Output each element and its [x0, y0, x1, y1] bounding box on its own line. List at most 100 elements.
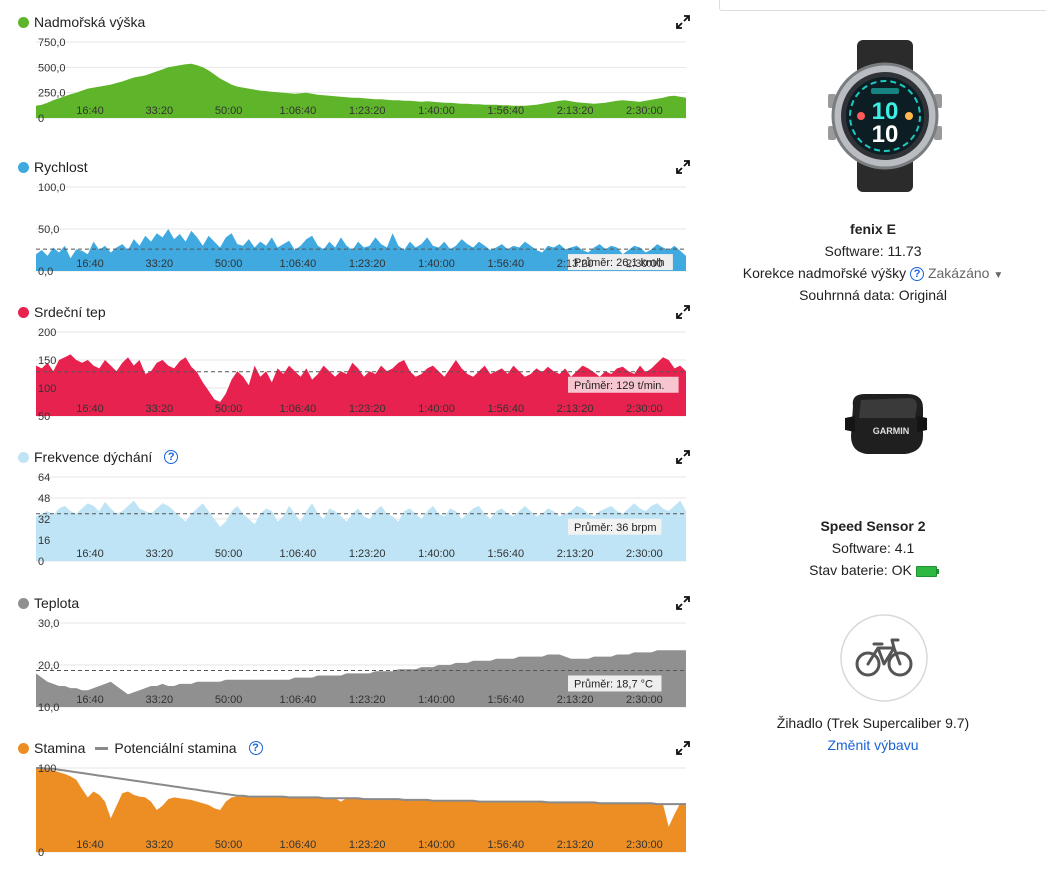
- help-icon[interactable]: ?: [248, 741, 263, 755]
- x-tick-label: 1:23:20: [349, 839, 386, 851]
- x-tick-label: 50:00: [215, 105, 243, 117]
- expand-icon[interactable]: [676, 160, 690, 174]
- x-tick-label: 1:06:40: [280, 839, 317, 851]
- expand-icon[interactable]: [676, 15, 690, 29]
- y-tick-label: 0: [38, 113, 44, 125]
- average-label-bg: [568, 254, 673, 271]
- x-tick-label: 1:06:40: [280, 403, 317, 415]
- x-tick-label: 2:30:00: [626, 548, 663, 560]
- x-tick-label: 1:06:40: [280, 258, 317, 270]
- battery-status: Stav baterie: OK: [700, 559, 1046, 581]
- chart-temperature: Teplota Průměr: 18,7 °C 30,0 20,0 10,0 16:40…: [0, 593, 700, 714]
- average-label-bg: [568, 675, 662, 692]
- elevation-correction-value: Zakázáno: [927, 265, 990, 281]
- x-tick-label: 1:40:00: [418, 105, 455, 117]
- x-tick-label: 1:56:40: [487, 839, 524, 851]
- x-tick-label: 33:20: [146, 258, 174, 270]
- chart-title-text: Teplota: [34, 595, 80, 611]
- watch-image: 10 10: [828, 40, 942, 192]
- device-software: Software: 11.73: [824, 243, 922, 259]
- chart-title-respiration: Frekvence dýchání ?: [18, 447, 179, 467]
- y-tick-label: 50,0: [38, 224, 59, 236]
- x-tick-label: 16:40: [76, 694, 104, 706]
- expand-icon[interactable]: [676, 305, 690, 319]
- chart-plot-temp: Průměr: 18,7 °C 30,0 20,0 10,0 16:40 33:20 50:…: [36, 618, 686, 714]
- y-tick-label: 0,0: [38, 266, 53, 278]
- x-tick-label: 50:00: [215, 548, 243, 560]
- chart-plot-speed: Průměr: 26,1 km/h 100,0 50,0 0,0 16:40 33:20 5…: [36, 182, 686, 278]
- series-dot-icon: [18, 597, 29, 609]
- y-tick-label: 30,0: [38, 618, 59, 630]
- x-tick-label: 1:23:20: [349, 403, 386, 415]
- change-gear-link[interactable]: Změnit výbavu: [827, 737, 919, 753]
- elevation-correction: Korekce nadmořské výšky ? Zakázáno ▼: [700, 262, 1046, 284]
- x-tick-label: 50:00: [215, 839, 243, 851]
- elevation-correction-select[interactable]: Zakázáno ▼: [928, 265, 1003, 281]
- bike-name: Žihadlo (Trek Supercaliber 9.7): [776, 715, 970, 731]
- chart-plot-stamina: 100 0 16:40 33:20 50:00 1:06:40 1:23:20 1:40:00…: [36, 763, 686, 859]
- y-tick-label: 10,0: [38, 702, 59, 714]
- devices-panel: 10 10 fenix E Software: 11.73 Korekce na…: [700, 0, 1046, 871]
- average-label: Průměr: 129 t/min.: [574, 380, 664, 392]
- device-speed-sensor: Speed Sensor 2 Software: 4.1 Stav bateri…: [700, 515, 1046, 581]
- y-tick-label: 100,0: [38, 182, 66, 194]
- top-card-edge: [719, 0, 1046, 11]
- expand-icon[interactable]: [676, 596, 690, 610]
- chart-title-text: Frekvence dýchání: [34, 449, 153, 465]
- chart-title-stamina: Stamina Potenciální stamina ?: [18, 738, 263, 758]
- help-icon[interactable]: ?: [164, 450, 179, 464]
- y-tick-label: 150: [38, 355, 56, 367]
- x-tick-label: 2:30:00: [626, 105, 663, 117]
- series-dot-icon: [18, 451, 29, 463]
- x-tick-label: 1:56:40: [487, 694, 524, 706]
- series-area-resp: [36, 500, 686, 561]
- x-tick-label: 1:06:40: [280, 548, 317, 560]
- x-tick-label: 1:23:20: [349, 258, 386, 270]
- x-tick-label: 2:30:00: [626, 839, 663, 851]
- series-area-stamina: [36, 768, 686, 852]
- x-tick-label: 1:23:20: [349, 105, 386, 117]
- chart-plot-hr: Průměr: 129 t/min. 200 150 100 50 16:40 33:20 5…: [36, 327, 686, 423]
- x-tick-label: 2:30:00: [626, 694, 663, 706]
- chart-title-text: Stamina: [34, 740, 86, 756]
- x-tick-label: 16:40: [76, 548, 104, 560]
- x-tick-label: 50:00: [215, 258, 243, 270]
- x-tick-label: 1:06:40: [280, 694, 317, 706]
- chevron-down-icon: ▼: [993, 270, 1004, 281]
- x-tick-label: 50:00: [215, 694, 243, 706]
- chart-title-temperature: Teplota: [18, 593, 79, 613]
- chart-title-speed: Rychlost: [18, 157, 88, 177]
- chart-title-heart-rate: Srdeční tep: [18, 302, 106, 322]
- x-tick-label: 1:40:00: [418, 258, 455, 270]
- chart-speed: Rychlost Průměr: 26,1 km/h 100,0 50,0 0,0 16…: [0, 157, 700, 278]
- device-watch: fenix E Software: 11.73 Korekce nadmořsk…: [700, 218, 1046, 306]
- elevation-correction-label: Korekce nadmořské výšky: [742, 265, 907, 281]
- bike-icon: [840, 614, 928, 702]
- x-tick-label: 33:20: [146, 839, 174, 851]
- sensor-brand: GARMIN: [873, 426, 910, 436]
- expand-icon[interactable]: [676, 450, 690, 464]
- x-tick-label: 1:56:40: [487, 258, 524, 270]
- legend-line-icon: [95, 746, 109, 750]
- device-bike: Žihadlo (Trek Supercaliber 9.7) Změnit v…: [700, 712, 1046, 756]
- average-label-bg: [568, 376, 679, 393]
- y-tick-label: 500,0: [38, 62, 66, 74]
- chart-title-text: Srdeční tep: [34, 304, 106, 320]
- legend-potential-stamina: Potenciální stamina: [114, 740, 237, 756]
- chart-title-elevation: Nadmořská výška: [18, 12, 145, 32]
- x-tick-label: 16:40: [76, 403, 104, 415]
- x-tick-label: 2:13:20: [557, 105, 594, 117]
- x-tick-label: 33:20: [146, 548, 174, 560]
- chart-heart-rate: Srdeční tep Průměr: 129 t/min. 200 150 100 5…: [0, 302, 700, 423]
- x-tick-label: 1:56:40: [487, 105, 524, 117]
- x-tick-label: 16:40: [76, 258, 104, 270]
- expand-icon[interactable]: [676, 741, 690, 755]
- chart-stamina: Stamina Potenciální stamina ? 100 0 16:40 3…: [0, 738, 700, 863]
- x-tick-label: 1:06:40: [280, 105, 317, 117]
- help-icon[interactable]: ?: [910, 267, 925, 282]
- y-tick-label: 100: [38, 763, 56, 775]
- x-tick-label: 2:30:00: [626, 258, 663, 270]
- chart-plot-elev: 750,0 500,0 250,0 0 16:40 33:20 50:00 1:06:40 1:…: [36, 37, 686, 125]
- speed-sensor-image: GARMIN: [845, 394, 927, 454]
- series-area-elev: [36, 63, 686, 118]
